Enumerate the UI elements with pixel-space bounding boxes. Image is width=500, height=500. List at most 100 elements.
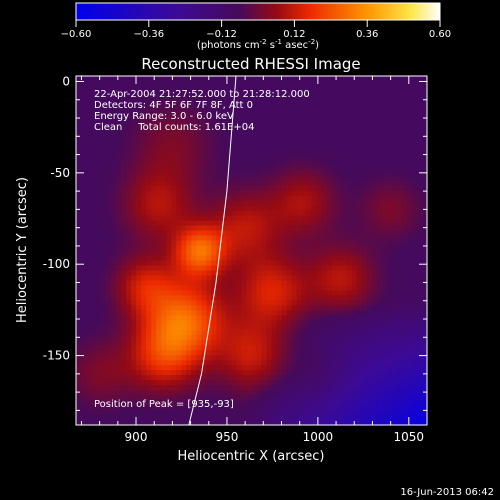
heatmap-cell	[396, 350, 403, 356]
heatmap-cell	[246, 115, 253, 122]
heatmap-cell	[146, 400, 152, 406]
heatmap-cell	[356, 145, 363, 152]
heatmap-cell	[421, 215, 427, 222]
heatmap-cell	[76, 100, 82, 107]
heatmap-cell	[161, 285, 167, 291]
heatmap-cell	[366, 160, 373, 167]
heatmap-cell	[161, 370, 167, 376]
heatmap-cell	[381, 100, 388, 107]
heatmap-cell	[276, 270, 283, 277]
heatmap-cell	[161, 260, 167, 267]
heatmap-cell	[301, 95, 308, 102]
heatmap-cell	[271, 390, 278, 396]
heatmap-cell	[181, 130, 187, 137]
heatmap-cell	[176, 195, 182, 202]
heatmap-cell	[206, 300, 212, 306]
heatmap-cell	[391, 145, 398, 152]
heatmap-cell	[151, 370, 157, 376]
heatmap-cell	[236, 365, 243, 371]
heatmap-cell	[186, 200, 192, 207]
heatmap-cell	[391, 105, 398, 112]
heatmap-cell	[331, 145, 338, 152]
heatmap-cell	[201, 110, 207, 117]
heatmap-cell	[296, 255, 303, 262]
heatmap-cell	[411, 330, 418, 336]
heatmap-cell	[421, 170, 427, 177]
heatmap-cell	[246, 285, 253, 291]
heatmap-cell	[321, 345, 328, 351]
heatmap-cell	[286, 400, 293, 406]
heatmap-cell	[126, 305, 132, 311]
heatmap-cell	[121, 280, 127, 286]
heatmap-cell	[101, 250, 107, 257]
heatmap-cell	[231, 385, 238, 391]
heatmap-cell	[366, 290, 373, 296]
heatmap-cell	[331, 130, 338, 137]
heatmap-cell	[416, 85, 423, 92]
heatmap-cell	[216, 265, 223, 272]
heatmap-cell	[366, 415, 373, 421]
heatmap-cell	[246, 305, 253, 311]
heatmap-cell	[246, 160, 253, 167]
heatmap-cell	[96, 350, 102, 356]
heatmap-cell	[216, 285, 223, 291]
heatmap-cell	[336, 215, 343, 222]
heatmap-cell	[366, 370, 373, 376]
heatmap-cell	[421, 210, 427, 217]
heatmap-cell	[196, 170, 202, 177]
heatmap-cell	[296, 170, 303, 177]
heatmap-cell	[266, 170, 273, 177]
heatmap-cell	[406, 145, 413, 152]
heatmap-cell	[286, 290, 293, 296]
heatmap-cell	[391, 80, 398, 87]
heatmap-cell	[161, 215, 167, 222]
heatmap-cell	[96, 345, 102, 351]
heatmap-cell	[81, 375, 87, 381]
heatmap-cell	[401, 220, 408, 227]
heatmap-cell	[86, 305, 92, 311]
heatmap-cell	[101, 170, 107, 177]
heatmap-cell	[281, 90, 288, 97]
heatmap-cell	[311, 305, 318, 311]
heatmap-cell	[311, 370, 318, 376]
heatmap-cell	[416, 330, 423, 336]
heatmap-cell	[361, 300, 368, 306]
heatmap-cell	[366, 245, 373, 252]
heatmap-cell	[176, 230, 182, 237]
heatmap-cell	[256, 165, 263, 172]
heatmap-cell	[111, 90, 117, 97]
heatmap-cell	[236, 370, 243, 376]
heatmap-cell	[421, 185, 427, 192]
heatmap-cell	[111, 76, 117, 82]
heatmap-cell	[286, 76, 293, 82]
heatmap-cell	[146, 265, 152, 272]
heatmap-cell	[396, 190, 403, 197]
heatmap-cell	[151, 295, 157, 301]
heatmap-cell	[196, 255, 202, 262]
heatmap-cell	[146, 260, 152, 267]
heatmap-cell	[186, 100, 192, 107]
heatmap-cell	[131, 285, 137, 291]
heatmap-cell	[356, 405, 363, 411]
heatmap-cell	[401, 365, 408, 371]
heatmap-cell	[321, 270, 328, 277]
heatmap-cell	[296, 390, 303, 396]
heatmap-cell	[321, 145, 328, 152]
heatmap-cell	[311, 295, 318, 301]
heatmap-cell	[331, 170, 338, 177]
heatmap-cell	[311, 180, 318, 187]
heatmap-cell	[326, 110, 333, 117]
heatmap-cell	[341, 80, 348, 87]
heatmap-cell	[421, 175, 427, 182]
heatmap-cell	[301, 190, 308, 197]
heatmap-cell	[386, 180, 393, 187]
heatmap-cell	[346, 385, 353, 391]
heatmap-cell	[256, 80, 263, 87]
heatmap-cell	[316, 120, 323, 127]
heatmap-cell	[386, 115, 393, 122]
heatmap-cell	[156, 245, 162, 252]
heatmap-cell	[311, 230, 318, 237]
heatmap-cell	[341, 270, 348, 277]
heatmap-cell	[411, 160, 418, 167]
heatmap-cell	[371, 115, 378, 122]
